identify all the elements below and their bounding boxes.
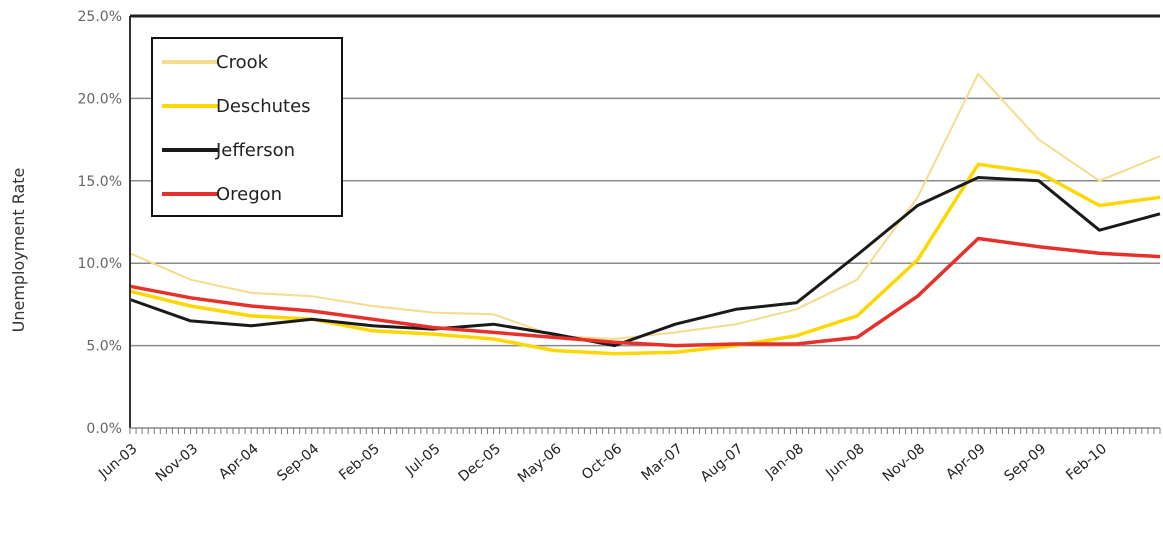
x-tick-label: Jul-05 bbox=[402, 441, 444, 479]
y-tick-label: 0.0% bbox=[86, 421, 122, 437]
y-tick-label: 10.0% bbox=[78, 256, 122, 272]
series-line-deschutes bbox=[129, 162, 1161, 356]
series-line-jefferson bbox=[129, 176, 1161, 348]
x-tick-label: Jun-03 bbox=[95, 441, 140, 483]
legend-box bbox=[151, 37, 343, 217]
legend: Crook Deschutes Jefferson Oregon bbox=[151, 37, 343, 217]
x-tick-label: Nov-03 bbox=[153, 441, 201, 485]
x-tick-label: Apr-04 bbox=[216, 441, 262, 483]
y-tick-label: 15.0% bbox=[78, 174, 122, 190]
legend-label: Jefferson bbox=[215, 140, 295, 161]
x-tick-label: Dec-05 bbox=[456, 441, 505, 485]
x-tick-label: May-06 bbox=[515, 441, 565, 486]
legend-label: Oregon bbox=[216, 184, 282, 205]
legend-label: Deschutes bbox=[216, 96, 311, 117]
x-tick-label: Mar-07 bbox=[639, 441, 686, 484]
x-tick-label: Aug-07 bbox=[698, 441, 747, 486]
y-tick-labels: 0.0% 5.0% 10.0% 15.0% 20.0% 25.0% bbox=[78, 9, 122, 437]
x-tick-label: Jan-08 bbox=[762, 441, 807, 482]
y-axis-label: Unemployment Rate bbox=[9, 168, 28, 333]
y-tick-label: 20.0% bbox=[78, 91, 122, 107]
x-tick-labels: Jun-03 Nov-03 Apr-04 Sep-04 Feb-05 Jul-05 Dec-… bbox=[95, 441, 1110, 486]
y-tick-label: 5.0% bbox=[86, 339, 122, 355]
x-tick-label: Sep-04 bbox=[274, 441, 322, 485]
series-line-oregon bbox=[129, 236, 1161, 348]
x-minor-ticks bbox=[129, 428, 1161, 434]
x-tick-label: Oct-06 bbox=[579, 441, 625, 484]
series-lines bbox=[129, 72, 1161, 356]
x-tick-label: Sep-09 bbox=[1001, 441, 1049, 485]
x-tick-label: Jun-08 bbox=[822, 441, 867, 483]
x-tick-label: Nov-08 bbox=[880, 441, 928, 485]
plot-frame bbox=[129, 14, 1160, 429]
x-tick-label: Feb-10 bbox=[1063, 441, 1110, 484]
x-tick-label: Apr-09 bbox=[943, 441, 989, 483]
x-tick-label: Feb-05 bbox=[336, 441, 383, 484]
y-tick-label: 25.0% bbox=[78, 9, 122, 25]
legend-label: Crook bbox=[216, 52, 269, 73]
